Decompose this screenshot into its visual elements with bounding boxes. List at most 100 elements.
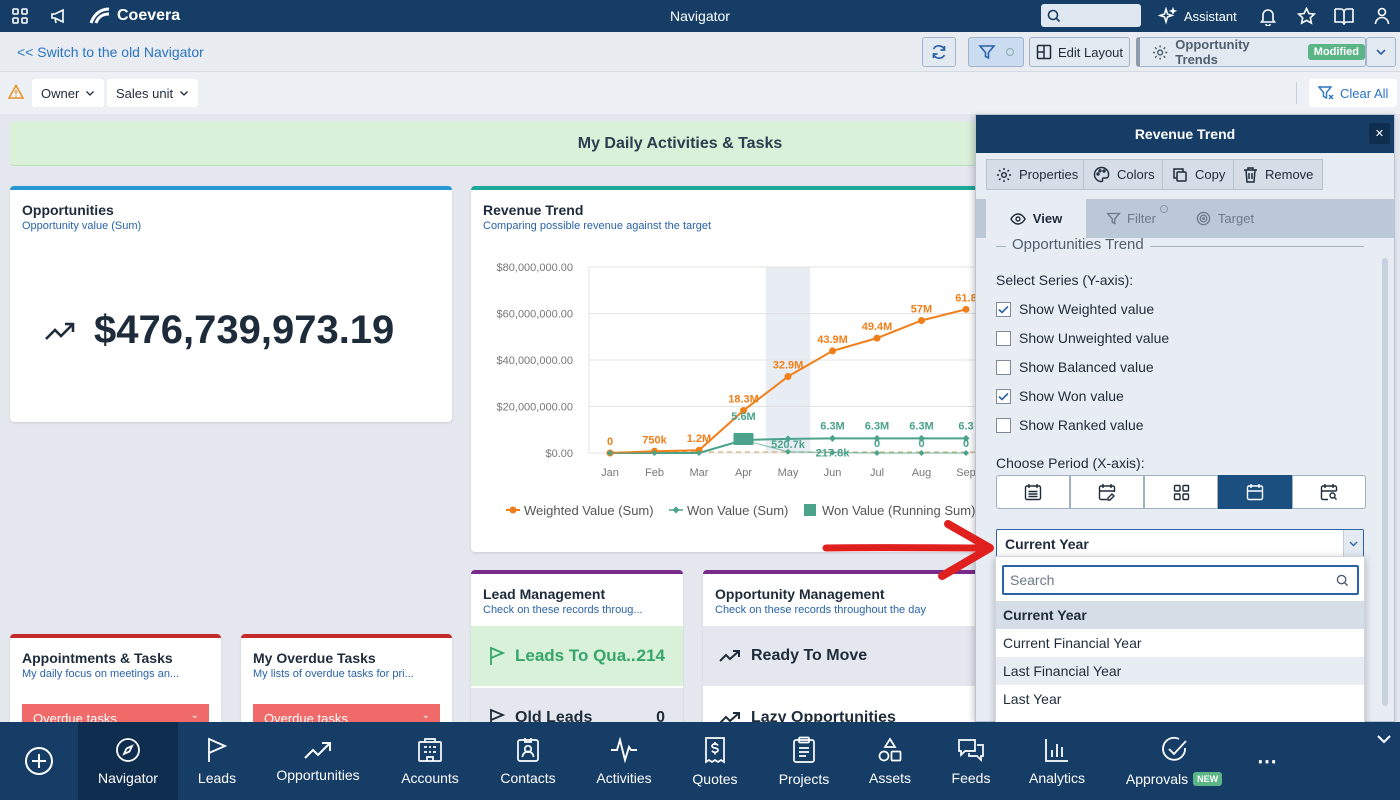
clear-all-label: Clear All <box>1340 85 1389 101</box>
data-point-weighted <box>784 373 792 381</box>
checkbox-label: Show Weighted value <box>1019 301 1155 317</box>
x-tick-label: Aug <box>912 467 932 479</box>
weighted-value-checkbox[interactable] <box>996 302 1011 317</box>
panel-title: Revenue Trend <box>976 115 1394 153</box>
plus-circle-icon <box>25 747 53 775</box>
appointments-tasks-card[interactable]: Appointments & Tasks My daily focus on m… <box>10 634 221 734</box>
bell-icon[interactable] <box>1258 0 1278 32</box>
tab-target[interactable]: Target <box>1176 199 1274 238</box>
megaphone-icon[interactable] <box>48 0 70 32</box>
trend-up-icon <box>719 650 740 662</box>
nav-quotes[interactable]: Quotes <box>680 722 750 800</box>
period-day-button[interactable] <box>996 475 1070 509</box>
period-week-button[interactable] <box>1070 475 1144 509</box>
assistant-button[interactable]: Assistant <box>1158 0 1237 32</box>
more-icon[interactable]: ⋯ <box>1257 750 1277 773</box>
ready-to-move-row[interactable]: Ready To Move <box>703 626 983 686</box>
nav-feeds[interactable]: Feeds <box>936 722 1006 800</box>
ranked-value-checkbox[interactable] <box>996 418 1011 433</box>
user-icon[interactable] <box>1372 0 1392 32</box>
panel-scrollbar[interactable] <box>1382 258 1388 706</box>
data-point-won-running <box>784 435 792 443</box>
nav-contacts[interactable]: Contacts <box>488 722 568 800</box>
data-point-won <box>651 450 658 456</box>
option-last-financial-year[interactable]: Last Financial Year <box>996 657 1364 685</box>
overdue-tasks-card[interactable]: My Overdue Tasks My lists of overdue tas… <box>241 634 452 734</box>
edit-layout-button[interactable]: Edit Layout <box>1029 37 1130 67</box>
add-button[interactable] <box>0 722 78 800</box>
option-current-year[interactable]: Current Year <box>996 601 1364 629</box>
filter-icon <box>1106 212 1121 225</box>
card-subtitle: Check on these records throughout the da… <box>715 604 926 616</box>
nav-leads[interactable]: Leads <box>178 722 256 800</box>
chevron-down-icon[interactable] <box>1376 732 1392 747</box>
brand-logo[interactable]: Coevera <box>88 0 180 32</box>
remove-button[interactable]: Remove <box>1233 159 1324 190</box>
chevron-down-icon <box>1376 49 1386 56</box>
layout-edit-icon <box>1036 44 1052 60</box>
revenue-trend-card[interactable]: Revenue Trend Comparing possible revenue… <box>471 186 981 552</box>
filter-toggle-button[interactable] <box>968 37 1024 67</box>
nav-label: Opportunities <box>276 766 360 783</box>
unweighted-value-checkbox[interactable] <box>996 331 1011 346</box>
period-year-button[interactable] <box>1218 475 1292 509</box>
switch-old-navigator-link[interactable]: << Switch to the old Navigator <box>17 44 204 60</box>
nav-projects[interactable]: Projects <box>766 722 842 800</box>
copy-button[interactable]: Copy <box>1162 159 1236 190</box>
tab-filter[interactable]: Filter <box>1088 199 1174 238</box>
building-icon <box>418 737 442 762</box>
coevera-logo-icon <box>89 7 110 24</box>
data-point-weighted <box>918 316 925 324</box>
global-search-input[interactable] <box>1041 4 1141 27</box>
nav-opportunities[interactable]: Opportunities <box>266 722 370 800</box>
nav-navigator[interactable]: Navigator <box>78 722 178 800</box>
dropdown-search-input[interactable]: Search <box>1002 565 1359 595</box>
nav-analytics[interactable]: Analytics <box>1020 722 1094 800</box>
data-label-weighted: 0 <box>607 436 613 448</box>
data-point-won-running <box>829 434 836 442</box>
dashboard-dropdown-button[interactable] <box>1366 37 1396 67</box>
balanced-value-checkbox[interactable] <box>996 360 1011 375</box>
book-icon[interactable] <box>1332 0 1356 32</box>
navigator-toolbar: << Switch to the old Navigator Edit Layo… <box>0 32 1400 72</box>
top-bar: Coevera Navigator Assistant <box>0 0 1400 32</box>
close-icon[interactable]: ✕ <box>1369 123 1390 144</box>
leads-to-qualify-row[interactable]: Leads To Qua... 214 <box>471 626 683 686</box>
tab-view[interactable]: View <box>986 199 1086 238</box>
clear-all-button[interactable]: Clear All <box>1309 79 1398 107</box>
nav-activities[interactable]: Activities <box>584 722 664 800</box>
refresh-button[interactable] <box>922 37 956 67</box>
dashboard-selector[interactable]: Opportunity Trends Modified <box>1136 37 1366 67</box>
opportunities-card[interactable]: Opportunities Opportunity value (Sum) $4… <box>10 186 452 422</box>
nav-approvals[interactable]: Approvals NEW <box>1114 722 1234 800</box>
chevron-down-icon[interactable] <box>1343 530 1363 558</box>
refresh-icon <box>932 45 946 59</box>
tab-label: Filter <box>1127 211 1156 226</box>
nav-accounts[interactable]: Accounts <box>386 722 474 800</box>
apps-grid-icon[interactable] <box>10 0 30 32</box>
opportunity-management-card[interactable]: Opportunity Management Check on these re… <box>703 570 983 730</box>
card-title: Revenue Trend <box>483 202 584 218</box>
period-range-dropdown: Search Current Year Current Financial Ye… <box>995 556 1365 742</box>
data-label-won: 0 <box>963 438 969 450</box>
option-current-financial-year[interactable]: Current Financial Year <box>1003 635 1142 651</box>
option-last-year[interactable]: Last Year <box>1003 691 1062 707</box>
period-quarter-button[interactable] <box>1144 475 1218 509</box>
period-custom-button[interactable] <box>1292 475 1366 509</box>
gear-icon <box>1152 44 1168 60</box>
palette-icon <box>1093 166 1110 183</box>
data-label-won-running: 6.3M <box>909 420 933 432</box>
colors-button[interactable]: Colors <box>1083 159 1165 190</box>
owner-filter[interactable]: Owner <box>32 79 105 107</box>
lead-management-card[interactable]: Lead Management Check on these records t… <box>471 570 683 730</box>
x-tick-label: Jul <box>870 467 884 479</box>
sales-unit-filter[interactable]: Sales unit <box>107 79 199 107</box>
star-icon[interactable] <box>1296 0 1316 32</box>
period-range-select[interactable]: Current Year <box>996 529 1364 559</box>
chevron-down-icon <box>180 90 189 96</box>
properties-button[interactable]: Properties <box>986 159 1089 190</box>
nav-label: Contacts <box>500 769 556 786</box>
card-subtitle: Opportunity value (Sum) <box>22 220 142 232</box>
nav-assets[interactable]: Assets <box>856 722 924 800</box>
won-value-checkbox[interactable] <box>996 389 1011 404</box>
